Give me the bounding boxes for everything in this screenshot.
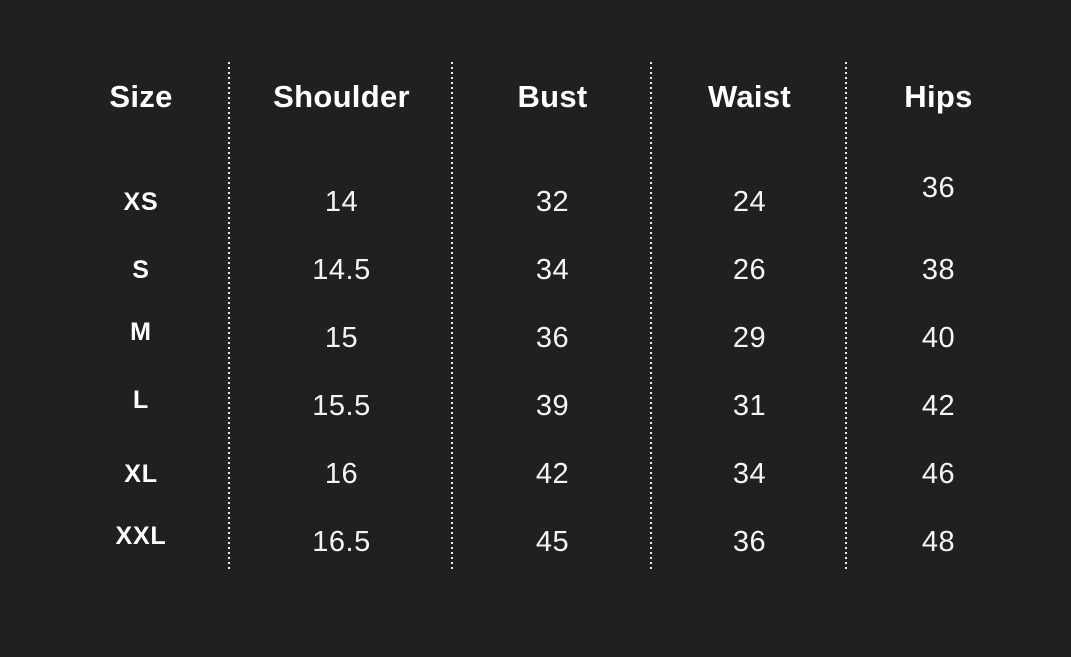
size-label: XXL — [115, 521, 167, 550]
hips-value: 42 — [921, 389, 956, 422]
table-row: XS 14 32 24 36 — [52, 168, 1030, 236]
shoulder-value: 15.5 — [312, 389, 371, 422]
hips-value: 46 — [921, 457, 956, 490]
hips-value: 48 — [921, 525, 956, 558]
header-shoulder: Shoulder — [273, 79, 410, 114]
size-label: XL — [124, 459, 158, 488]
shoulder-value: 16.5 — [312, 525, 371, 558]
shoulder-value: 14.5 — [312, 253, 371, 286]
bust-value: 32 — [535, 185, 570, 218]
table-row: XXL 16.5 45 36 48 — [52, 508, 1030, 576]
header-size: Size — [109, 79, 173, 114]
column-divider-4 — [845, 62, 847, 572]
bust-value: 42 — [535, 457, 570, 490]
shoulder-value: 14 — [324, 185, 359, 218]
hips-value: 38 — [921, 253, 956, 286]
column-divider-2 — [451, 62, 453, 572]
size-label: M — [130, 317, 152, 346]
waist-value: 36 — [732, 525, 767, 558]
bust-value: 34 — [535, 253, 570, 286]
waist-value: 31 — [732, 389, 767, 422]
bust-value: 39 — [535, 389, 570, 422]
header-bust: Bust — [517, 79, 588, 114]
header-hips: Hips — [904, 79, 973, 114]
table-row: XL 16 42 34 46 — [52, 440, 1030, 508]
hips-value: 40 — [921, 321, 956, 354]
size-label: S — [132, 255, 150, 284]
waist-value: 24 — [732, 185, 767, 218]
column-divider-1 — [228, 62, 230, 572]
waist-value: 29 — [732, 321, 767, 354]
table-row: L 15.5 39 31 42 — [52, 372, 1030, 440]
table-row: S 14.5 34 26 38 — [52, 236, 1030, 304]
bust-value: 36 — [535, 321, 570, 354]
table-body: XS 14 32 24 36 S 14.5 34 26 38 M 15 36 2… — [52, 168, 1030, 576]
header-waist: Waist — [707, 79, 792, 114]
table-row: M 15 36 29 40 — [52, 304, 1030, 372]
hips-value: 36 — [921, 171, 956, 204]
bust-value: 45 — [535, 525, 570, 558]
waist-value: 26 — [732, 253, 767, 286]
shoulder-value: 16 — [324, 457, 359, 490]
waist-value: 34 — [732, 457, 767, 490]
size-label: XS — [123, 187, 159, 216]
shoulder-value: 15 — [324, 321, 359, 354]
size-label: L — [132, 385, 150, 414]
column-divider-3 — [650, 62, 652, 572]
table-header-row: Size Shoulder Bust Waist Hips — [52, 62, 1030, 132]
